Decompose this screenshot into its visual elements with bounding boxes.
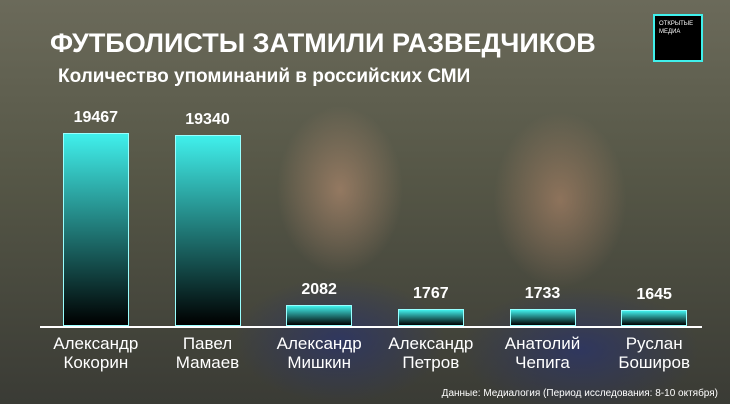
x-tick-label: Александр Мишкин xyxy=(276,334,362,372)
bar xyxy=(397,308,464,326)
value-label: 1767 xyxy=(413,284,449,302)
bar xyxy=(621,309,688,326)
source-note: Данные: Медиалогия (Период исследования:… xyxy=(441,388,718,399)
x-tick-label: Руслан Боширов xyxy=(618,334,690,372)
bar xyxy=(286,305,353,326)
value-label: 1733 xyxy=(524,284,561,302)
x-tick-label: Анатолий Чепига xyxy=(504,334,581,372)
value-label: 19467 xyxy=(73,109,119,127)
logo: ОТКРЫТЫЕ МЕДИА xyxy=(653,14,703,62)
bar xyxy=(62,133,129,326)
value-label: 1645 xyxy=(636,285,672,303)
bar xyxy=(509,308,576,326)
chart-title: ФУТБОЛИСТЫ ЗАТМИЛИ РАЗВЕДЧИКОВ xyxy=(50,28,596,58)
bar xyxy=(174,134,241,326)
baseline xyxy=(40,326,702,328)
value-label: 19340 xyxy=(185,110,230,128)
x-tick-label: Павел Мамаев xyxy=(175,334,240,372)
chart-subtitle: Количество упоминаний в российских СМИ xyxy=(58,66,471,87)
x-tick-label: Александр Кокорин xyxy=(53,334,139,372)
value-label: 2082 xyxy=(301,281,337,299)
x-tick-label: Александр Петров xyxy=(388,334,474,372)
